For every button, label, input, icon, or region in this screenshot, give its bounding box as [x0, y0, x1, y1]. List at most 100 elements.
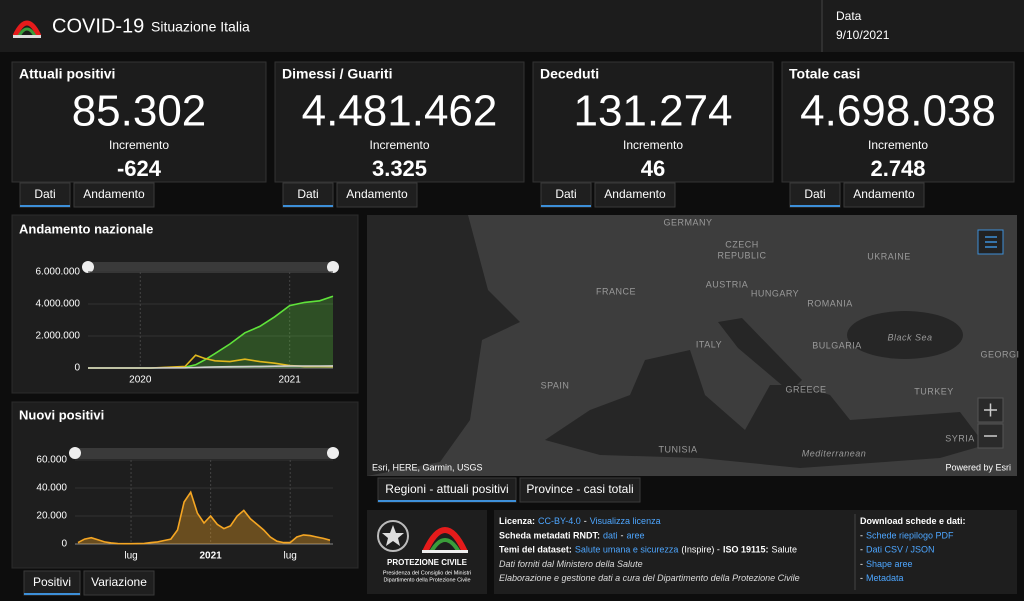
- info-line: Temi del dataset: Salute umana e sicurezz…: [499, 545, 797, 555]
- map-label: UKRAINE: [867, 251, 911, 261]
- map-label: TURKEY: [914, 386, 954, 396]
- info-part: -: [860, 574, 863, 584]
- map-label: CZECH: [725, 239, 759, 249]
- map-label: AUSTRIA: [706, 279, 749, 289]
- info-part[interactable]: dati: [603, 531, 618, 541]
- increment-value: 3.325: [372, 156, 427, 181]
- tab-label: Dati: [555, 187, 576, 201]
- tab[interactable]: [519, 477, 641, 503]
- tab-label: Dati: [297, 187, 318, 201]
- info-part: Dati forniti dal Ministero della Salute: [499, 559, 643, 569]
- scroll-handle[interactable]: [69, 447, 81, 459]
- info-part: Temi del dataset:: [499, 545, 572, 555]
- chart-title: Nuovi positivi: [19, 407, 104, 422]
- emblem: [377, 520, 409, 552]
- info-part[interactable]: CC-BY-4.0: [538, 516, 581, 526]
- info-line: Scheda metadati RNDT: dati - aree: [499, 531, 645, 541]
- tab[interactable]: [540, 182, 592, 208]
- y-tick-label: 0: [74, 363, 80, 374]
- increment-label: Incremento: [868, 138, 928, 152]
- info-part[interactable]: Visualizza licenza: [590, 516, 661, 526]
- info-part: Salute: [771, 545, 797, 555]
- scroll-handle[interactable]: [327, 261, 339, 273]
- tab[interactable]: [73, 182, 155, 208]
- y-tick-label: 60.000: [36, 455, 67, 466]
- legend-button[interactable]: [977, 229, 1004, 255]
- map-label: GERMANY: [663, 217, 712, 227]
- tab-label: Dati: [34, 187, 55, 201]
- card-value: 4.481.462: [302, 87, 498, 136]
- series-area: [88, 296, 333, 368]
- tab[interactable]: [336, 182, 418, 208]
- info-part: -: [860, 531, 863, 541]
- x-tick-label: lug: [284, 551, 297, 562]
- zoom-out[interactable]: [977, 423, 1004, 449]
- zoom-in[interactable]: [977, 397, 1004, 423]
- increment-label: Incremento: [109, 138, 169, 152]
- tab[interactable]: [23, 570, 81, 596]
- map-label: BULGARIA: [812, 340, 862, 350]
- x-tick-label: 2020: [129, 375, 152, 386]
- info-part: Elaborazione e gestione dati a cura del …: [499, 574, 800, 584]
- card-title: Totale casi: [789, 66, 860, 82]
- info-part[interactable]: Metadata: [866, 574, 904, 584]
- tab-active-indicator: [378, 500, 516, 502]
- date: 9/10/2021: [836, 28, 890, 42]
- increment-label: Incremento: [369, 138, 429, 152]
- info-line: Licenza: CC-BY-4.0- Visualizza licenza: [499, 516, 661, 526]
- info-part[interactable]: Dati CSV / JSON: [866, 545, 935, 555]
- tab[interactable]: [843, 182, 925, 208]
- info-part[interactable]: Schede riepilogo PDF: [866, 531, 954, 541]
- info-line: Dati forniti dal Ministero della Salute: [499, 559, 643, 569]
- info-part: Scheda metadati RNDT:: [499, 531, 600, 541]
- map-label: REPUBLIC: [717, 250, 766, 260]
- series-line: [77, 490, 331, 545]
- tab[interactable]: [594, 182, 676, 208]
- tab-label: Dati: [804, 187, 825, 201]
- tab-active-indicator: [24, 593, 80, 595]
- y-tick-label: 4.000.000: [36, 299, 81, 310]
- y-tick-label: 6.000.000: [36, 267, 81, 278]
- series-area: [78, 492, 330, 544]
- y-tick-label: 2.000.000: [36, 331, 81, 342]
- info-line: Elaborazione e gestione dati a cura del …: [499, 574, 800, 584]
- scroll-handle[interactable]: [327, 447, 339, 459]
- tab[interactable]: [377, 477, 517, 503]
- tab-active-indicator: [20, 205, 70, 207]
- map-label: HUNGARY: [751, 288, 799, 298]
- tab[interactable]: [83, 570, 155, 596]
- info-line: Download schede e dati:: [860, 516, 966, 526]
- scrollbar[interactable]: [88, 262, 333, 273]
- scrollbar[interactable]: [75, 448, 333, 459]
- sea: [367, 215, 520, 476]
- card-value: 4.698.038: [800, 87, 996, 136]
- tab-label: Positivi: [33, 575, 71, 589]
- title: COVID-19: [52, 15, 144, 37]
- info-part: ISO 19115:: [723, 545, 769, 555]
- subtitle: Situazione Italia: [151, 19, 250, 35]
- info-line: - Dati CSV / JSON: [860, 545, 935, 555]
- map-label: ROMANIA: [807, 298, 853, 308]
- tab[interactable]: [789, 182, 841, 208]
- chart-panel: [11, 401, 359, 569]
- info-part: -: [860, 545, 863, 555]
- sea: [545, 350, 985, 468]
- protezione-logo: [422, 527, 468, 554]
- increment-value: -624: [117, 156, 162, 181]
- card: [274, 61, 525, 183]
- info-part[interactable]: aree: [627, 531, 645, 541]
- info-part: (Inspire) -: [681, 545, 720, 555]
- tab-active-indicator: [283, 205, 333, 207]
- info-part[interactable]: Salute umana e sicurezza: [575, 545, 679, 555]
- info-part: -: [860, 559, 863, 569]
- tab-label: Province - casi totali: [526, 482, 633, 496]
- info-part[interactable]: Shape aree: [866, 559, 913, 569]
- card-title: Deceduti: [540, 66, 599, 82]
- logo: [12, 20, 42, 38]
- map-label: SYRIA: [945, 433, 975, 443]
- info-box: [494, 510, 1017, 594]
- tab-label: Andamento: [346, 187, 408, 201]
- y-tick-label: 0: [61, 539, 67, 550]
- scroll-handle[interactable]: [82, 261, 94, 273]
- x-tick-label: 2021: [200, 551, 223, 562]
